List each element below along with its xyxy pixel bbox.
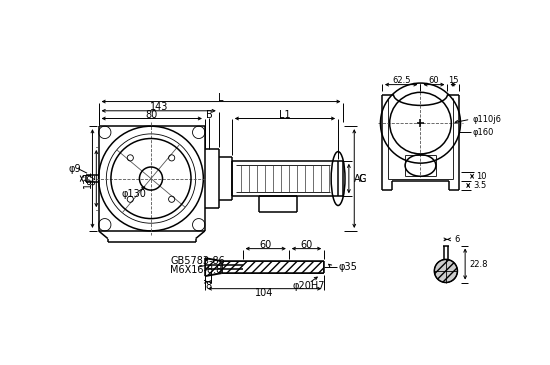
Circle shape <box>434 260 458 283</box>
Polygon shape <box>206 259 222 276</box>
Text: 60: 60 <box>260 240 272 250</box>
Text: 82: 82 <box>87 172 97 185</box>
Text: φ110j6: φ110j6 <box>473 115 502 124</box>
Polygon shape <box>222 261 323 273</box>
Text: 10: 10 <box>476 172 486 181</box>
Text: 104: 104 <box>255 288 274 298</box>
Text: 143: 143 <box>150 102 168 112</box>
Text: 60: 60 <box>428 76 439 85</box>
Text: φ130: φ130 <box>122 189 146 199</box>
Text: L: L <box>218 93 224 103</box>
Text: 8: 8 <box>205 281 211 291</box>
Text: φ160: φ160 <box>473 128 494 137</box>
Text: 62.5: 62.5 <box>392 76 410 85</box>
Text: 22.8: 22.8 <box>470 260 488 269</box>
Text: 131: 131 <box>83 169 93 188</box>
Text: 15: 15 <box>448 76 459 85</box>
Text: GB5783-86: GB5783-86 <box>170 256 225 266</box>
Text: φ20H7: φ20H7 <box>293 281 325 291</box>
Text: L1: L1 <box>279 110 291 120</box>
Text: B: B <box>206 110 213 120</box>
Text: AC: AC <box>354 173 367 184</box>
Text: 3.5: 3.5 <box>473 181 486 190</box>
Text: 60: 60 <box>300 240 312 250</box>
Text: φ9: φ9 <box>68 164 81 173</box>
Text: 80: 80 <box>146 110 158 120</box>
Text: M6X16-8.8: M6X16-8.8 <box>170 265 222 275</box>
Text: G: G <box>359 173 366 184</box>
Text: φ35: φ35 <box>338 262 357 272</box>
Text: 6: 6 <box>454 235 459 244</box>
